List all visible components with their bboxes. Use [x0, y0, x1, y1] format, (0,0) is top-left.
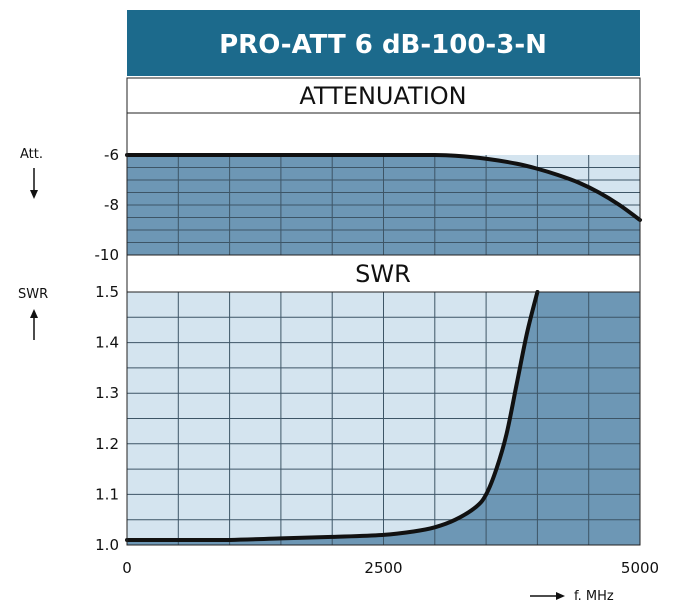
swr-y-tick-label: 1.2 — [95, 435, 119, 453]
swr-label-bar — [126, 254, 641, 293]
attenuation-curve — [125, 152, 642, 222]
swr-curve — [125, 290, 540, 543]
chart-title: PRO-ATT 6 dB-100-3-N — [219, 30, 547, 60]
attenuation-section-label: ATTENUATION — [299, 82, 466, 110]
attenuation-grid — [127, 155, 640, 255]
arrow-up-icon — [30, 309, 38, 340]
x-ticks: 0 2500 5000 — [122, 559, 659, 577]
swr-y-tick-label: 1.0 — [95, 536, 119, 554]
swr-y-tick-label: 1.4 — [95, 334, 119, 352]
x-tick-label: 2500 — [364, 559, 402, 577]
arrow-right-icon — [530, 592, 565, 600]
attenuation-y-tick-label: -10 — [95, 246, 120, 264]
swr-section-label: SWR — [355, 260, 411, 288]
swr-dark-area — [127, 292, 640, 545]
swr-grid — [127, 292, 640, 545]
attenuation-label-bar — [126, 77, 641, 114]
swr-axis-label: SWR — [18, 287, 48, 302]
attenuation-axis-label: Att. — [20, 147, 43, 162]
swr-panel-border — [126, 291, 641, 546]
attenuation-y-tick-label: -8 — [104, 196, 119, 214]
x-axis-label: f. MHz — [574, 589, 614, 604]
swr-y-tick-label: 1.3 — [95, 384, 119, 402]
swr-y-tick-label: 1.1 — [95, 485, 119, 503]
x-tick-label: 0 — [122, 559, 132, 577]
swr-y-tick-label: 1.5 — [95, 283, 119, 301]
attenuation-y-ticks: -6 -8 -10 — [95, 146, 120, 264]
title-banner — [127, 10, 640, 76]
swr-y-ticks: 1.5 1.4 1.3 1.2 1.1 1.0 — [95, 283, 119, 554]
arrow-down-icon — [30, 168, 38, 199]
x-tick-label: 5000 — [621, 559, 659, 577]
attenuation-y-tick-label: -6 — [104, 146, 119, 164]
